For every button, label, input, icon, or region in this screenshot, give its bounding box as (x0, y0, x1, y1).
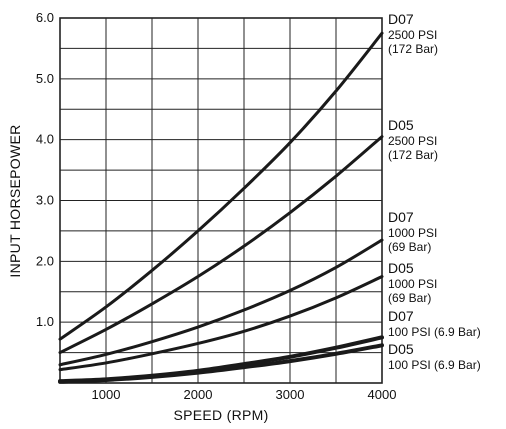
grid-layer (59, 17, 383, 384)
series-label-condition: 100 PSI (6.9 Bar) (388, 358, 481, 372)
series-line-2 (58, 135, 384, 355)
tick-layer: 1.0 2.0 3.0 4.0 5.0 6.0 1000 2000 3000 4000 (36, 10, 397, 402)
series-label-name: D07 (388, 308, 414, 324)
series-line-5 (58, 335, 384, 384)
y-tick-label: 1.0 (36, 314, 54, 329)
x-tick-label: 2000 (184, 387, 213, 402)
series-label-condition: 2500 PSI (388, 28, 437, 42)
series-label-condition: 1000 PSI (388, 226, 437, 240)
series-label-condition: (69 Bar) (388, 240, 431, 254)
series-label-condition: 2500 PSI (388, 134, 437, 148)
series-label-condition: (172 Bar) (388, 148, 438, 162)
y-axis-title: INPUT HORSEPOWER (7, 124, 23, 277)
series-label-name: D07 (388, 11, 414, 27)
x-tick-label: 1000 (92, 387, 121, 402)
series-layer (58, 31, 384, 384)
series-label-condition: 100 PSI (6.9 Bar) (388, 325, 481, 339)
series-label-name: D05 (388, 117, 414, 133)
series-label-name: D07 (388, 209, 414, 225)
y-tick-label: 6.0 (36, 10, 54, 25)
y-tick-label: 4.0 (36, 132, 54, 147)
series-line-6 (58, 343, 384, 384)
y-tick-label: 2.0 (36, 253, 54, 268)
x-tick-label: 4000 (368, 387, 397, 402)
series-line-4 (58, 275, 384, 372)
series-line-1 (58, 31, 384, 341)
series-label-condition: (69 Bar) (388, 291, 431, 305)
series-label-condition: 1000 PSI (388, 277, 437, 291)
series-label-name: D05 (388, 341, 414, 357)
y-tick-label: 3.0 (36, 193, 54, 208)
series-line-3 (58, 238, 384, 367)
series-label-condition: (172 Bar) (388, 42, 438, 56)
x-axis-title: SPEED (RPM) (173, 407, 268, 423)
series-label-name: D05 (388, 260, 414, 276)
x-tick-label: 3000 (276, 387, 305, 402)
y-tick-label: 5.0 (36, 71, 54, 86)
